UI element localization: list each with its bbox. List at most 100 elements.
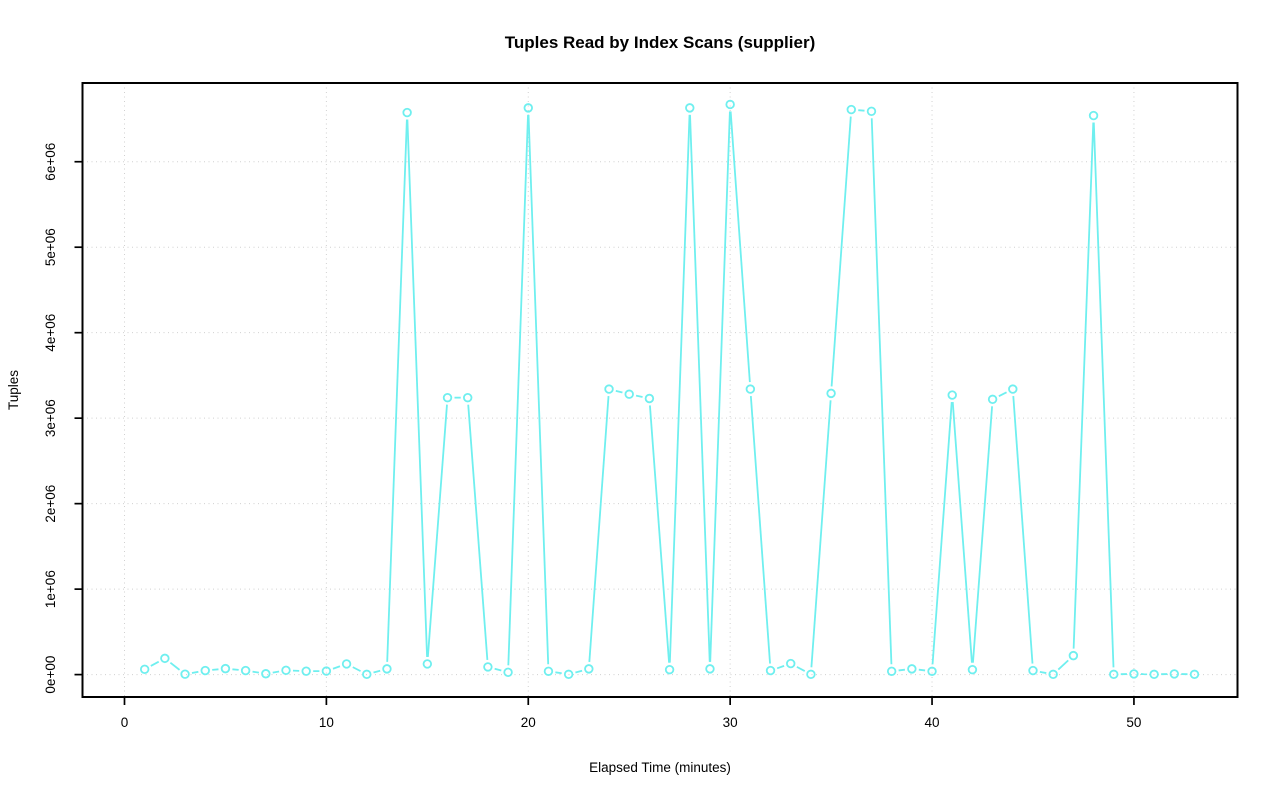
y-tick-label: 0e+00 (43, 656, 58, 694)
series-segment (689, 114, 711, 662)
y-tick-label: 3e+06 (43, 399, 58, 437)
series-segment (555, 671, 562, 675)
data-point-marker (664, 664, 675, 675)
data-point-marker (402, 107, 412, 118)
data-point-marker (1008, 384, 1018, 394)
series-segment (918, 668, 926, 672)
data-point-marker (240, 665, 251, 676)
data-point-marker (1088, 110, 1099, 121)
data-point-marker (1129, 669, 1139, 679)
data-point-marker (1189, 669, 1200, 680)
series-segment (1057, 659, 1069, 671)
series-segment (373, 669, 381, 674)
y-axis-label: Tuples (6, 370, 21, 410)
series-segment (635, 394, 643, 398)
series-segment (870, 118, 893, 665)
data-point-marker (685, 103, 695, 113)
plot-border (81, 82, 1239, 698)
data-point-marker (947, 390, 957, 400)
series-segment (1092, 122, 1115, 668)
data-point-marker (705, 664, 715, 674)
y-tick-label: 1e+06 (43, 570, 58, 608)
data-point-marker (281, 665, 291, 676)
series-segment (406, 119, 428, 657)
data-point-marker (301, 666, 311, 676)
data-point-marker (907, 664, 917, 674)
series-segment (951, 402, 973, 663)
data-point-marker (362, 669, 372, 680)
data-point-marker (321, 666, 332, 676)
series-segment (212, 668, 219, 671)
x-tick-label: 10 (319, 715, 334, 730)
series-segment (998, 391, 1007, 397)
series-segment (252, 670, 260, 674)
data-point-marker (1149, 669, 1159, 680)
x-tick-label: 40 (925, 715, 940, 730)
series-segment (352, 666, 361, 672)
series-segment (232, 668, 239, 671)
x-axis-label: Elapsed Time (minutes) (589, 760, 731, 775)
series-segment (1072, 122, 1095, 649)
data-point-marker (987, 394, 998, 405)
data-point-marker (563, 669, 574, 680)
data-point-marker (1028, 665, 1038, 676)
data-point-marker (745, 384, 756, 394)
data-point-marker (786, 658, 796, 669)
data-point-marker (644, 393, 655, 404)
data-point-marker (160, 653, 170, 664)
data-point-marker (866, 106, 877, 116)
data-point-marker (422, 659, 433, 669)
data-point-marker (180, 669, 190, 679)
series-segment (776, 665, 785, 670)
series-segment (810, 400, 832, 668)
series-segment (272, 670, 280, 674)
series-segment (494, 667, 502, 672)
data-point-marker (341, 659, 352, 669)
data-point-marker (1048, 669, 1058, 680)
series-segment (668, 114, 691, 663)
data-point-marker (604, 384, 614, 394)
data-point-marker (967, 664, 978, 675)
data-point-marker (584, 664, 594, 674)
y-tick-label: 4e+06 (43, 314, 58, 352)
axis-layer: 0 10 20 30 40 50 0e+00 1e+06 2e+06 3e+06 4e+06 5e+0… (43, 82, 1239, 730)
series-segment (972, 406, 993, 663)
data-point-marker (826, 388, 836, 399)
series-segment (507, 114, 529, 666)
data-point-marker (220, 663, 231, 674)
series-segment (898, 668, 906, 672)
series-segment (749, 396, 771, 664)
data-point-marker (382, 664, 392, 674)
series-layer (139, 99, 1200, 680)
chart-title: Tuples Read by Index Scans (supplier) (505, 33, 815, 52)
series-segment (467, 404, 489, 660)
grid-layer (82, 83, 1238, 697)
series-segment (931, 402, 953, 665)
series-segment (796, 666, 806, 672)
data-point-marker (139, 664, 150, 675)
series-segment (1039, 670, 1047, 674)
series-segment (1012, 396, 1034, 664)
data-point-marker (261, 669, 271, 679)
y-tick-label: 6e+06 (43, 143, 58, 181)
x-tick-label: 0 (121, 715, 129, 730)
data-point-marker (543, 666, 554, 676)
data-point-marker (503, 667, 513, 677)
series-segment (150, 660, 160, 667)
y-tick-label: 5e+06 (43, 228, 58, 266)
series-segment (729, 111, 751, 383)
series-segment (588, 396, 610, 662)
data-point-marker (725, 99, 735, 110)
data-point-marker (483, 662, 493, 672)
series-segment (527, 114, 550, 665)
data-point-marker (806, 669, 816, 680)
series-segment (169, 661, 181, 671)
x-tick-label: 30 (723, 715, 738, 730)
series-segment (649, 405, 670, 663)
data-point-marker (442, 392, 453, 403)
series-segment (615, 389, 623, 394)
series-segment (830, 116, 852, 387)
data-point-marker (846, 104, 856, 115)
x-tick-label: 50 (1126, 715, 1141, 730)
